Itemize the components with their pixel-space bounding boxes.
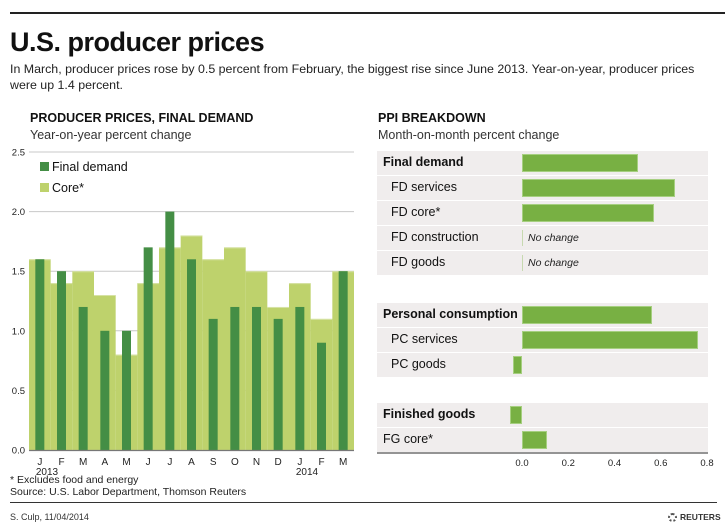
ppi-x-tick-label: 0.8 bbox=[700, 458, 713, 469]
legend-label-core: Core* bbox=[52, 181, 84, 195]
x-tick-label: M bbox=[122, 457, 130, 468]
ppi-row: Personal consumption bbox=[377, 303, 708, 327]
final-demand-bar bbox=[57, 271, 66, 450]
ppi-row-label: FG core* bbox=[383, 432, 434, 446]
right-chart-title: PPI BREAKDOWN bbox=[378, 111, 486, 125]
footnote: * Excludes food and energy bbox=[10, 474, 139, 486]
x-tick-label: A bbox=[101, 457, 108, 468]
ppi-bar bbox=[522, 331, 698, 349]
final-demand-bar bbox=[273, 318, 283, 450]
y-tick-label: 0.0 bbox=[12, 446, 25, 457]
final-demand-bar bbox=[35, 259, 45, 450]
final-demand-bar bbox=[122, 330, 131, 450]
source-note: Source: U.S. Labor Department, Thomson R… bbox=[10, 486, 247, 498]
page-title: U.S. producer prices bbox=[10, 27, 265, 57]
x-tick-label: A bbox=[188, 457, 195, 468]
x-tick-label: F bbox=[318, 457, 324, 468]
ppi-row-label: FD services bbox=[391, 180, 457, 194]
ppi-row: PC goods bbox=[377, 353, 708, 377]
x-tick-label: J bbox=[297, 457, 302, 468]
ppi-row: FG core* bbox=[377, 428, 708, 452]
reuters-logo-text: REUTERS bbox=[680, 512, 721, 522]
ppi-bar bbox=[522, 154, 638, 172]
reuters-logo-icon bbox=[668, 512, 677, 522]
ppi-row: FD construction No change bbox=[377, 226, 708, 250]
final-demand-bar bbox=[208, 318, 218, 450]
final-demand-bar bbox=[143, 247, 153, 450]
x-tick-label: N bbox=[253, 457, 260, 468]
final-demand-bar bbox=[317, 342, 326, 450]
top-rule bbox=[10, 12, 725, 14]
reuters-logo: REUTERS bbox=[668, 512, 721, 522]
credit-line: S. Culp, 11/04/2014 bbox=[10, 512, 89, 522]
ppi-x-tick-label: 0.4 bbox=[608, 458, 621, 469]
ppi-row: FD goods No change bbox=[377, 251, 708, 275]
ppi-row: Finished goods bbox=[377, 403, 708, 427]
page-subtitle: In March, producer prices rose by 0.5 pe… bbox=[10, 62, 695, 92]
left-chart-title: PRODUCER PRICES, FINAL DEMAND bbox=[30, 111, 254, 125]
ppi-row-label: Finished goods bbox=[383, 407, 476, 421]
left-chart-subtitle: Year-on-year percent change bbox=[30, 128, 192, 142]
ppi-row-label: Final demand bbox=[383, 155, 464, 169]
no-change-note: No change bbox=[528, 257, 579, 269]
final-demand-bar bbox=[100, 330, 110, 450]
final-demand-bar bbox=[295, 306, 305, 450]
y-tick-label: 2.0 bbox=[12, 207, 25, 218]
year-label: 2014 bbox=[296, 467, 319, 478]
legend-swatch-final-demand bbox=[40, 162, 49, 171]
ppi-bar bbox=[522, 431, 548, 449]
y-tick-label: 1.0 bbox=[12, 326, 25, 337]
x-tick-label: F bbox=[58, 457, 64, 468]
final-demand-bar bbox=[78, 306, 88, 450]
ppi-row: PC services bbox=[377, 328, 708, 352]
ppi-row-label: PC services bbox=[391, 332, 458, 346]
x-tick-label: O bbox=[231, 457, 239, 468]
ppi-bar bbox=[522, 306, 652, 324]
ppi-x-tick-label: 0.2 bbox=[562, 458, 575, 469]
y-tick-label: 0.5 bbox=[12, 386, 25, 397]
ppi-bar bbox=[510, 406, 522, 424]
yoy-bar-chart: 0.0 0.5 1.0 1.5 2.0 2.5 J F M A M J J A S O N D J F M 2013 201… bbox=[12, 148, 354, 478]
ppi-bar bbox=[512, 356, 522, 374]
legend-swatch-core bbox=[40, 183, 49, 192]
x-tick-label: M bbox=[79, 457, 87, 468]
ppi-row-label: FD core* bbox=[391, 205, 441, 219]
x-tick-label: J bbox=[146, 457, 151, 468]
no-change-note: No change bbox=[528, 232, 579, 244]
final-demand-bar bbox=[230, 306, 240, 450]
ppi-bar bbox=[522, 179, 675, 197]
legend-label-final-demand: Final demand bbox=[52, 160, 128, 174]
final-demand-bar bbox=[187, 259, 196, 450]
ppi-row-label: Personal consumption bbox=[383, 307, 518, 321]
x-tick-label: D bbox=[275, 457, 282, 468]
final-demand-bar bbox=[165, 211, 175, 450]
right-chart-subtitle: Month-on-month percent change bbox=[378, 128, 560, 142]
ppi-x-tick-label: 0.0 bbox=[515, 458, 528, 469]
final-demand-bar bbox=[338, 271, 348, 450]
ppi-row-label: FD construction bbox=[391, 230, 479, 244]
ppi-row-label: PC goods bbox=[391, 357, 446, 371]
x-tick-label: J bbox=[167, 457, 172, 468]
x-tick-label: M bbox=[339, 457, 347, 468]
bottom-rule bbox=[10, 502, 717, 503]
x-tick-label: S bbox=[210, 457, 217, 468]
ppi-bar bbox=[522, 204, 654, 222]
ppi-row: Final demand bbox=[377, 151, 708, 175]
ppi-axis: 0.0 0.2 0.4 0.6 0.8 bbox=[377, 452, 714, 469]
zero-tick bbox=[522, 255, 523, 271]
year-label: 2013 bbox=[36, 467, 59, 478]
x-tick-label: J bbox=[37, 457, 42, 468]
y-tick-label: 2.5 bbox=[12, 148, 25, 159]
ppi-x-tick-label: 0.6 bbox=[654, 458, 667, 469]
y-tick-label: 1.5 bbox=[12, 267, 25, 278]
zero-tick bbox=[522, 230, 523, 246]
final-demand-bar bbox=[252, 306, 261, 450]
ppi-row: FD core* bbox=[377, 201, 708, 225]
ppi-row: FD services bbox=[377, 176, 708, 200]
ppi-row-label: FD goods bbox=[391, 255, 446, 269]
